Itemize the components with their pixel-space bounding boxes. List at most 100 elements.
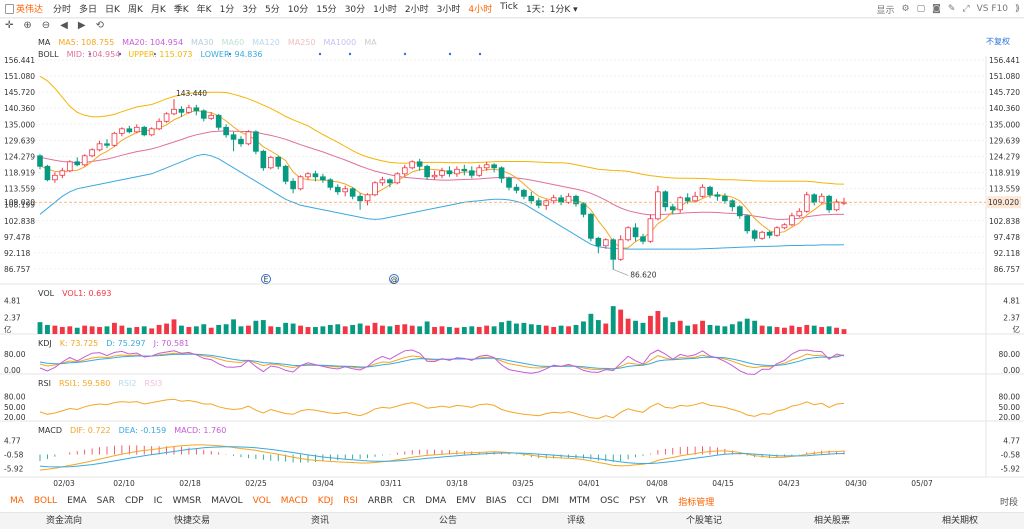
timeframe-tab[interactable]: 3分 — [242, 5, 258, 15]
indicator-tab[interactable]: CR — [402, 496, 416, 506]
scroll-left-icon[interactable]: ◀ — [60, 19, 68, 31]
y-tick-right: 118.919 — [989, 169, 1020, 178]
macd-hist-value: MACD: 1.760 — [174, 425, 227, 435]
timeframe-tab[interactable]: 3小时 — [436, 5, 461, 15]
indicator-tab[interactable]: MAVOL — [211, 496, 243, 506]
timeframe-tab[interactable]: 月K — [150, 5, 166, 15]
bottom-nav-item[interactable]: 资讯 — [310, 516, 329, 526]
timeframe-tab[interactable]: 2小时 — [404, 5, 429, 15]
macd-legend-name[interactable]: MACD — [38, 425, 62, 435]
candle-body — [535, 200, 542, 206]
camera-icon[interactable]: ◙ — [932, 4, 941, 14]
ma-legend-name[interactable]: MA — [38, 37, 51, 47]
vol-legend-name[interactable]: VOL — [38, 288, 55, 298]
timeframe-tab[interactable]: Tick — [500, 2, 518, 12]
bottom-nav-item[interactable]: 相关期权 — [941, 516, 978, 526]
bottom-nav-item[interactable]: 评级 — [566, 516, 585, 526]
timeframe-tab[interactable]: 年K — [196, 5, 212, 15]
candle-body — [595, 237, 602, 247]
marker-dot — [318, 52, 322, 56]
indicator-tab[interactable]: ARBR — [367, 496, 393, 506]
indicator-tab[interactable]: EMA — [67, 496, 87, 506]
candle-body — [744, 215, 751, 232]
indicator-tab[interactable]: DMI — [541, 496, 560, 506]
timeframe-tab[interactable]: 多日 — [79, 5, 98, 15]
timeframe-tab[interactable]: 1天：1分K ▾ — [525, 5, 578, 15]
y-tick-right: 102.838 — [989, 217, 1020, 226]
volume-bar — [74, 327, 80, 334]
indicator-tab[interactable]: DMA — [425, 496, 447, 506]
indicator-tab[interactable]: WMSR — [172, 496, 202, 506]
symbol-name[interactable]: 英伟达 — [0, 2, 49, 15]
indicator-tab[interactable]: OSC — [600, 496, 620, 506]
fullscreen-icon[interactable]: ⤢ — [962, 4, 970, 14]
crosshair-icon[interactable]: ✛ — [5, 19, 14, 31]
marker-dot — [88, 52, 92, 56]
layout-icon[interactable]: ▢ — [916, 4, 926, 14]
timeframe-tab[interactable]: 15分 — [316, 5, 337, 15]
volume-bar — [514, 323, 519, 334]
indicator-tab[interactable]: IC — [153, 496, 163, 506]
kdj-legend-name[interactable]: KDJ — [38, 338, 52, 348]
candle-body — [409, 161, 416, 169]
scroll-right-icon[interactable]: ▶ — [77, 19, 86, 31]
boll-mid-line — [39, 130, 845, 220]
volume-bar — [819, 327, 825, 334]
timeframe-tab[interactable]: 30分 — [344, 5, 366, 15]
timeframe-tab[interactable]: 日K — [105, 5, 120, 15]
compare-f10[interactable]: VS F10 — [976, 4, 1008, 14]
indicator-tab[interactable]: MTM — [569, 496, 591, 506]
kline-chart[interactable]: 156.441 156.441 151.080 151.080 145.720 145.7… — [0, 0, 1024, 493]
indicator-tab[interactable]: VOL — [252, 496, 271, 506]
expand-icon[interactable]: ⟫ — [1014, 4, 1020, 14]
indicator-tab[interactable]: EMV — [456, 496, 476, 506]
candle-body — [669, 206, 676, 211]
bottom-nav-item[interactable]: 个股笔记 — [685, 516, 722, 526]
bottom-nav-item[interactable]: 资金流向 — [45, 516, 82, 526]
indicator-tab[interactable]: MA — [10, 496, 24, 506]
indicator-tab[interactable]: VR — [655, 496, 669, 506]
rsi-legend-name[interactable]: RSI — [38, 378, 51, 388]
bottom-nav-item[interactable]: 公告 — [438, 516, 457, 526]
indicator-tab[interactable]: SAR — [96, 496, 115, 506]
display-menu[interactable]: 显示 — [876, 5, 895, 16]
adjust-toggle[interactable]: 不复权 — [986, 37, 1010, 46]
x-tick-label: 02/18 — [179, 479, 201, 488]
timeframe-tab[interactable]: 4小时 — [468, 5, 493, 15]
timeframe-tab[interactable]: 10分 — [287, 5, 309, 15]
indicator-tab[interactable]: KDJ — [317, 496, 334, 506]
indicator-tab[interactable]: PSY — [629, 496, 646, 506]
timeframe-tab[interactable]: 分时 — [53, 5, 72, 15]
bottom-nav-item[interactable]: 快捷交易 — [173, 516, 210, 526]
volume-bar — [149, 328, 155, 334]
timeframe-tab[interactable]: 1分 — [219, 5, 235, 15]
timeframe-tab[interactable]: 周K — [127, 5, 143, 15]
reset-icon[interactable]: ⟲ — [95, 19, 104, 31]
boll-legend-name[interactable]: BOLL — [38, 49, 59, 59]
indicator-tab[interactable]: BOLL — [33, 496, 58, 506]
timeframe-tab[interactable]: 1小时 — [373, 5, 397, 15]
indicator-tab[interactable]: RSI — [343, 496, 358, 506]
timeframe-tab[interactable]: 季K — [173, 5, 189, 15]
zoom-in-icon[interactable]: ⊕ — [23, 19, 32, 31]
indicator-tab[interactable]: CCI — [516, 496, 532, 506]
indicator-tab[interactable]: MACD — [280, 496, 308, 506]
settings-icon[interactable]: ⚙ — [901, 4, 910, 14]
y-tick-left: 145.720 — [4, 88, 35, 97]
vol-tick-left: 4.81 — [4, 297, 21, 306]
candle-body — [461, 168, 468, 172]
kdj-d-value: D: 75.297 — [106, 338, 146, 348]
zoom-out-icon[interactable]: ⊖ — [41, 19, 51, 31]
bottom-nav-item[interactable]: 相关股票 — [813, 516, 850, 526]
indicator-tab[interactable]: CDP — [124, 496, 144, 506]
timeframe-tab[interactable]: 5分 — [265, 5, 280, 15]
draw-icon[interactable]: ✎ — [947, 4, 956, 14]
indicator-tab[interactable]: BIAS — [485, 496, 507, 506]
y-tick-left: 140.360 — [4, 104, 35, 113]
x-tick-label: 05/07 — [911, 479, 933, 488]
indicator-tab[interactable]: 指标管理 — [678, 497, 715, 508]
candle-body — [789, 215, 795, 226]
candle-body — [74, 161, 81, 166]
time-session-toggle[interactable]: 时段 — [999, 497, 1018, 508]
candle-body — [193, 107, 200, 112]
